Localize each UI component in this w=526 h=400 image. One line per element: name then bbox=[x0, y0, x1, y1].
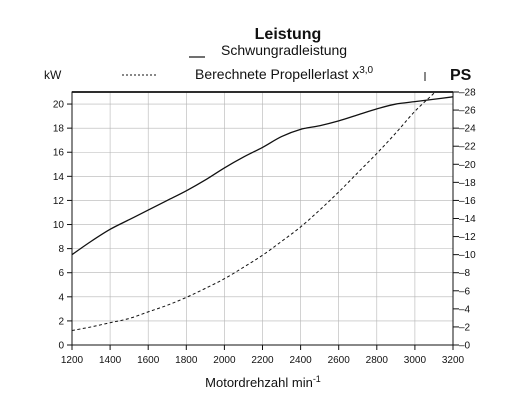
ticks bbox=[67, 91, 459, 350]
y-tick-label: 16 bbox=[53, 148, 65, 159]
x-axis-label-sup: -1 bbox=[313, 374, 321, 384]
grid bbox=[72, 92, 453, 345]
y-right-tick-label: –12 bbox=[459, 232, 476, 243]
y-right-tick-label: –10 bbox=[459, 250, 476, 261]
legend: Schwungradleistung Berechnete Propellerl… bbox=[122, 42, 426, 82]
legend-label-dashed-main: Berechnete Propellerlast x bbox=[195, 66, 359, 82]
x-tick-label: 1600 bbox=[137, 355, 160, 366]
x-tick-label: 2000 bbox=[213, 355, 236, 366]
y-tick-labels-right: –0 –2 –4 –6 –8 –10 –12 –14 –16 –18 –20 –22 –24 –26 –28 bbox=[459, 88, 476, 352]
y-tick-label: 12 bbox=[53, 196, 65, 207]
y-right-tick-label: –18 bbox=[459, 178, 476, 189]
y-right-tick-label: –24 bbox=[459, 124, 476, 135]
x-tick-label: 2800 bbox=[366, 355, 389, 366]
x-tick-label: 1200 bbox=[61, 355, 84, 366]
y-tick-label: 0 bbox=[58, 341, 64, 352]
y-right-tick-label: –8 bbox=[459, 268, 471, 279]
y-tick-label: 18 bbox=[53, 124, 65, 135]
y-right-tick-label: –4 bbox=[459, 304, 471, 315]
y-tick-label: 10 bbox=[53, 220, 65, 231]
y-tick-label: 14 bbox=[53, 172, 65, 183]
y-tick-label: 20 bbox=[53, 100, 65, 111]
series-line-schwungradleistung bbox=[72, 96, 453, 256]
x-tick-label: 1800 bbox=[175, 355, 198, 366]
series bbox=[72, 92, 453, 332]
x-tick-label: 1400 bbox=[99, 355, 122, 366]
x-tick-label: 2400 bbox=[289, 355, 312, 366]
legend-label-dashed: Berechnete Propellerlast x3,0 bbox=[195, 65, 374, 82]
series-line-propellerlast bbox=[72, 92, 436, 332]
x-tick-label: 2200 bbox=[251, 355, 274, 366]
y-right-tick-label: –28 bbox=[459, 88, 476, 99]
y-tick-label: 6 bbox=[58, 268, 64, 279]
y-tick-label: 8 bbox=[58, 244, 64, 255]
y-right-tick-label: –6 bbox=[459, 286, 471, 297]
y-tick-label: 4 bbox=[58, 292, 64, 303]
y-axis-unit-left: kW bbox=[44, 68, 62, 82]
legend-label-solid: Schwungradleistung bbox=[221, 42, 347, 58]
y-tick-labels-left: 0 2 4 6 8 10 12 14 16 18 20 bbox=[53, 100, 65, 352]
x-tick-labels: 1200 1400 1600 1800 2000 2200 2400 2600 2800 3000… bbox=[61, 355, 465, 366]
x-axis-label-main: Motordrehzahl min bbox=[205, 375, 313, 390]
y-right-tick-label: –22 bbox=[459, 142, 476, 153]
x-axis-label: Motordrehzahl min-1 bbox=[205, 374, 321, 390]
y-right-tick-label: –20 bbox=[459, 160, 476, 171]
y-tick-label: 2 bbox=[58, 316, 64, 327]
legend-label-dashed-sup: 3,0 bbox=[359, 65, 373, 76]
y-right-tick-label: –16 bbox=[459, 196, 476, 207]
y-right-tick-label: –14 bbox=[459, 214, 476, 225]
y-right-tick-label: –2 bbox=[459, 322, 471, 333]
x-tick-label: 2600 bbox=[328, 355, 351, 366]
y-right-tick-label: –26 bbox=[459, 106, 476, 117]
x-tick-label: 3000 bbox=[404, 355, 427, 366]
chart-title: Leistung bbox=[255, 26, 322, 43]
y-axis-unit-right: PS bbox=[450, 67, 472, 84]
y-right-tick-label: –0 bbox=[459, 341, 471, 352]
x-tick-label: 3200 bbox=[442, 355, 465, 366]
